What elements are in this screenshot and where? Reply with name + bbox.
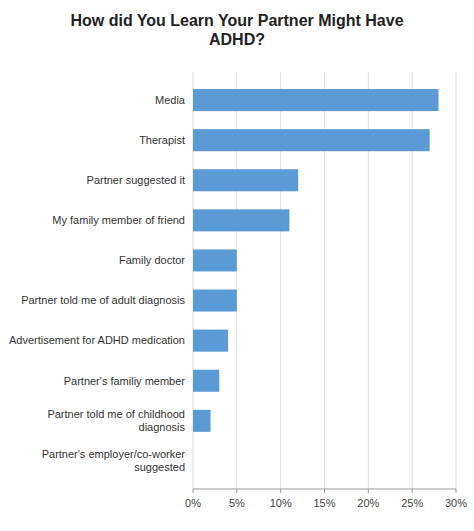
bar [193, 330, 228, 352]
bar [193, 410, 211, 432]
x-tick [236, 489, 237, 493]
y-axis: Partner's employer/co-workersuggested Par… [9, 94, 186, 473]
x-tick-label: 5% [229, 497, 245, 509]
category-label: Partner's familiy member [64, 375, 186, 387]
title: How did You Learn Your Partner Might Hav… [70, 12, 403, 48]
bar [193, 209, 289, 231]
x-tick [324, 489, 325, 493]
x-tick [280, 489, 281, 493]
x-tick-label: 20% [357, 497, 379, 509]
x-tick-label: 0% [185, 497, 201, 509]
chart-container: How did You Learn Your Partner Might Hav… [0, 0, 474, 531]
bar [193, 370, 219, 392]
grid-line [456, 72, 457, 489]
category-label: Partner told me of childhooddiagnosis [47, 408, 185, 433]
bar [193, 129, 430, 151]
category-label: Therapist [139, 134, 185, 146]
chart: How did You Learn Your Partner Might Hav… [0, 0, 474, 531]
x-tick [412, 489, 413, 493]
category-label: Media [155, 94, 186, 106]
category-label: Partner suggested it [87, 174, 185, 186]
category-label: Partner's employer/co-workersuggested [42, 448, 186, 473]
x-tick [193, 489, 194, 493]
bar [193, 89, 438, 111]
x-tick [456, 489, 457, 493]
category-label: My family member of friend [52, 214, 185, 226]
category-label: Partner told me of adult diagnosis [21, 294, 185, 306]
bar [193, 249, 237, 271]
x-tick-label: 25% [401, 497, 423, 509]
x-tick [368, 489, 369, 493]
bar [193, 169, 298, 191]
x-tick-label: 10% [270, 497, 292, 509]
bar [193, 450, 194, 472]
bar [193, 290, 237, 312]
bars [193, 89, 438, 432]
category-label: Advertisement for ADHD medication [9, 334, 185, 346]
x-axis: 0% 5% 10% 15% 20% 25% 30% [185, 489, 467, 509]
x-tick-label: 30% [445, 497, 467, 509]
grid [193, 72, 456, 489]
category-label: Family doctor [119, 254, 185, 266]
x-tick-label: 15% [313, 497, 335, 509]
